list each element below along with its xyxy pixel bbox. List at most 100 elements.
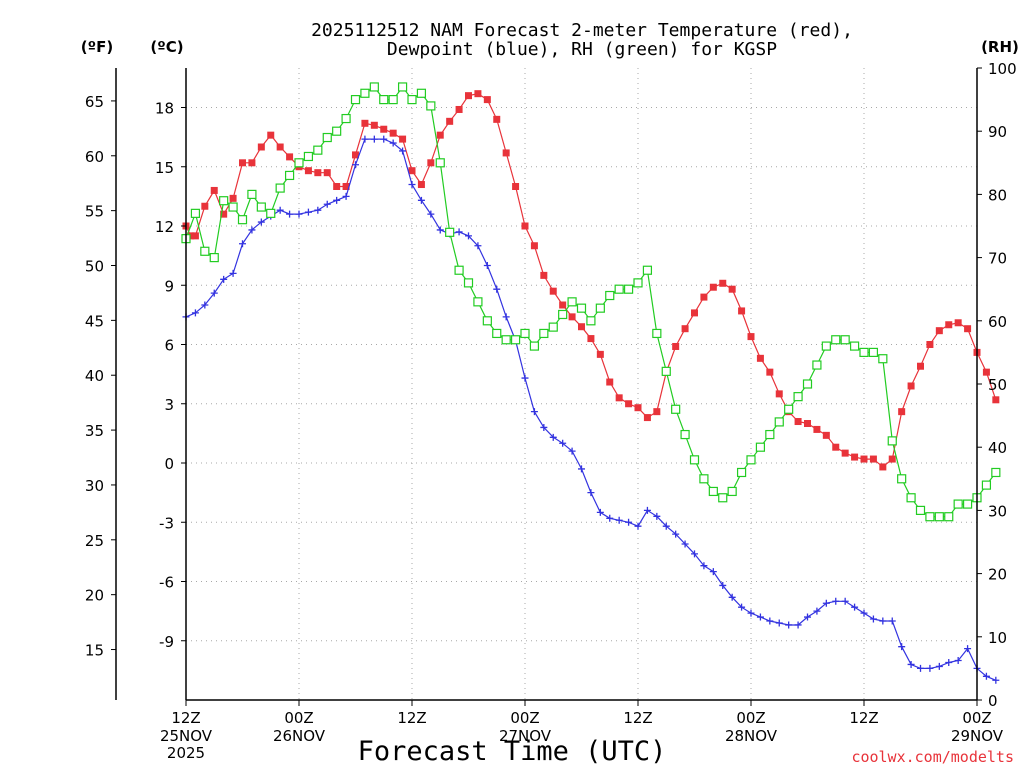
- x-tick-label-time: 12Z: [623, 709, 652, 727]
- temperature-point: [813, 425, 821, 433]
- temperature-point: [898, 408, 906, 416]
- temperature-point: [201, 202, 209, 210]
- rh-tick-label: 80: [988, 186, 1007, 204]
- temperature-point: [352, 151, 359, 159]
- rh-point: [774, 417, 784, 427]
- rh-point: [237, 215, 248, 225]
- temperature-point: [841, 449, 849, 457]
- rh-tick-label: 40: [988, 439, 1007, 457]
- dewpoint-line: [185, 138, 997, 681]
- rh-point: [680, 429, 690, 440]
- temperature-point: [220, 210, 228, 218]
- rh-point: [209, 253, 219, 263]
- chart-title-line1: 2025112512 NAM Forecast 2-meter Temperat…: [311, 20, 853, 41]
- celsius-tick-label: -9: [159, 633, 174, 651]
- temperature-point: [521, 222, 529, 230]
- temperature-point: [794, 418, 802, 426]
- rh-point: [878, 354, 888, 364]
- dewpoint-point: [549, 433, 557, 441]
- temperature-point: [229, 194, 237, 202]
- celsius-tick-label: -3: [159, 514, 174, 532]
- rh-point: [360, 88, 370, 98]
- temperature-point: [888, 455, 896, 463]
- rh-point: [463, 278, 474, 288]
- rh-point: [228, 202, 238, 212]
- dewpoint-point: [691, 550, 698, 558]
- temperature-point: [549, 287, 557, 295]
- temperature-point: [342, 183, 350, 190]
- temperature-point: [267, 131, 275, 139]
- temperature-point: [982, 368, 990, 376]
- temperature-point: [446, 117, 454, 125]
- temperature-point: [879, 463, 887, 471]
- temperature-point: [672, 342, 680, 350]
- rh-point: [369, 82, 379, 92]
- x-tick-label-time: 00Z: [510, 709, 539, 727]
- rh-point: [925, 512, 935, 522]
- x-tick-label-time: 12Z: [849, 709, 878, 727]
- temperature-point: [286, 153, 294, 161]
- rh-point: [765, 429, 775, 440]
- dewpoint-point: [653, 512, 661, 520]
- dewpoint-point: [728, 593, 736, 601]
- dewpoint-point: [719, 581, 727, 589]
- celsius-tick-label: 6: [164, 337, 174, 355]
- temperature-point: [276, 143, 284, 151]
- dewpoint-point: [483, 262, 491, 269]
- temperature-point: [239, 159, 246, 167]
- watermark-text: coolwx.com/modelts: [851, 748, 1014, 766]
- rh-point: [473, 297, 483, 307]
- temperature-point: [596, 350, 604, 358]
- rh-point: [332, 126, 342, 136]
- rh-point: [708, 486, 718, 497]
- dewpoint-point: [681, 540, 689, 548]
- temperature-point: [954, 319, 962, 327]
- rh-point: [350, 94, 361, 105]
- rh-series: [181, 82, 1001, 522]
- rh-tick-label: 70: [988, 250, 1007, 268]
- dewpoint-point: [229, 269, 237, 277]
- dewpoint-point: [380, 135, 388, 143]
- temperature-point: [691, 309, 698, 317]
- dewpoint-point: [220, 275, 228, 283]
- rh-tick-label: 0: [988, 692, 998, 710]
- dewpoint-point: [606, 514, 614, 522]
- dewpoint-point: [455, 228, 463, 236]
- dewpoint-point: [210, 289, 218, 297]
- temperature-point: [187, 232, 195, 240]
- dewpoint-point: [615, 516, 623, 524]
- temperature-point: [380, 125, 388, 133]
- rh-point: [492, 328, 502, 339]
- fahrenheit-tick-label: 55: [85, 203, 104, 221]
- dewpoint-point: [436, 226, 444, 234]
- temperature-point: [427, 159, 435, 167]
- temperature-point: [210, 186, 218, 194]
- temperature-point: [869, 455, 877, 463]
- dewpoint-point: [822, 599, 830, 607]
- rh-unit-label: (RH): [981, 38, 1019, 56]
- temperature-point: [756, 354, 764, 362]
- temperature-point: [465, 92, 472, 100]
- rh-point: [605, 290, 615, 301]
- dewpoint-point: [201, 301, 209, 309]
- temperature-point: [304, 167, 312, 175]
- dewpoint-point: [982, 672, 990, 680]
- rh-point: [379, 94, 389, 105]
- temperature-point: [653, 408, 661, 416]
- rh-tick-label: 90: [988, 123, 1007, 141]
- dewpoint-point: [333, 196, 341, 204]
- celsius-tick-label: -6: [159, 574, 174, 592]
- dewpoint-point: [841, 597, 849, 605]
- x-tick-label-date: 26NOV: [273, 727, 326, 745]
- temperature-series: [182, 90, 1000, 471]
- dewpoint-point: [700, 562, 708, 570]
- rh-point: [520, 328, 530, 339]
- rh-point: [322, 132, 332, 143]
- rh-point: [736, 467, 747, 478]
- dewpoint-point: [408, 181, 416, 189]
- temperature-point: [436, 131, 444, 139]
- temperature-point: [738, 307, 746, 315]
- temperature-point: [333, 183, 341, 190]
- series-layer: [181, 82, 1001, 684]
- rh-point: [567, 297, 577, 307]
